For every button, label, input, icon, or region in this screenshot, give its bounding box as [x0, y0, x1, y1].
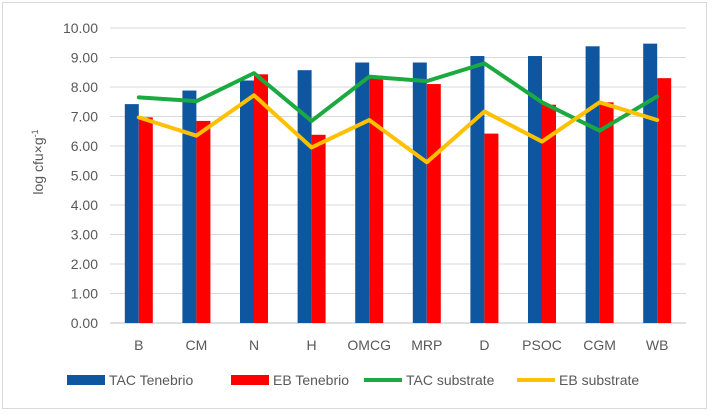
legend-item: EB Tenebrio [231, 372, 349, 388]
legend-item: TAC substrate [364, 372, 495, 388]
y-axis-label: log cfu×g-1 [30, 129, 46, 194]
bar-eb-tenebrio [484, 133, 499, 323]
x-tick-label: MRP [411, 337, 442, 353]
y-tick-label: 10.00 [63, 20, 98, 36]
bar-tac-tenebrio [412, 62, 427, 323]
y-tick-label: 1.00 [71, 286, 98, 302]
x-tick-label: H [307, 337, 317, 353]
y-tick-label: 9.00 [71, 50, 98, 66]
chart-frame: 0.00 1.00 2.00 3.00 4.00 5.00 6.00 7.00 8.00 9.00… [2, 2, 707, 409]
bar-tac-tenebrio [643, 43, 658, 323]
legend-swatch [231, 375, 269, 385]
y-tick-label: 5.00 [71, 168, 98, 184]
x-tick-label: PSOC [522, 337, 562, 353]
y-tick-label: 0.00 [71, 315, 98, 331]
line-eb-substrate [136, 93, 660, 165]
bar-eb-tenebrio [138, 117, 153, 323]
bar-tac-tenebrio [297, 70, 312, 323]
legend-label: EB substrate [559, 372, 639, 388]
bar-tac-tenebrio [470, 56, 485, 324]
y-tick-labels: 0.00 1.00 2.00 3.00 4.00 5.00 6.00 7.00 8.00 9.00… [63, 20, 98, 331]
bar-eb-tenebrio [657, 78, 672, 324]
y-axis-label-main: log cfu×g [30, 137, 46, 194]
y-tick-label: 2.00 [71, 256, 98, 272]
x-tick-label: OMCG [347, 337, 391, 353]
bar-eb-tenebrio [426, 84, 441, 323]
bar-tac-tenebrio [182, 90, 197, 323]
legend-label: EB Tenebrio [273, 372, 349, 388]
legend-label: TAC substrate [406, 372, 495, 388]
legend-item: TAC Tenebrio [67, 372, 194, 388]
series-lines [136, 61, 660, 165]
bar-tac-tenebrio [528, 56, 542, 324]
y-tick-label: 4.00 [71, 197, 98, 213]
bar-tac-tenebrio [585, 46, 600, 323]
legend-item: EB substrate [517, 372, 639, 388]
bar-eb-tenebrio [311, 134, 326, 323]
y-axis-label-superscript: -1 [30, 129, 40, 137]
x-tick-labels: B CM N H OMCG MRP D PSOC CGM WB [134, 337, 668, 353]
bar-eb-tenebrio [599, 102, 614, 323]
x-tick-label: N [249, 337, 259, 353]
y-tick-label: 7.00 [71, 109, 98, 125]
bar-eb-tenebrio [254, 74, 268, 323]
chart: 0.00 1.00 2.00 3.00 4.00 5.00 6.00 7.00 8.00 9.00… [30, 20, 686, 388]
bar-tac-tenebrio [355, 62, 370, 323]
bar-eb-tenebrio [369, 75, 384, 323]
bar-tac-tenebrio [124, 104, 139, 323]
x-tick-label: WB [646, 337, 669, 353]
bar-eb-tenebrio [542, 104, 556, 323]
x-tick-label: CM [186, 337, 208, 353]
x-tick-label: D [479, 337, 489, 353]
legend: TAC Tenebrio EB Tenebrio TAC substrate EB s… [67, 372, 639, 388]
x-tick-label: B [134, 337, 143, 353]
y-tick-label: 3.00 [71, 227, 98, 243]
y-tick-label: 6.00 [71, 138, 98, 154]
legend-label: TAC Tenebrio [109, 372, 194, 388]
bars [124, 43, 672, 324]
bar-tac-tenebrio [240, 80, 254, 323]
line-tac-substrate [136, 61, 660, 133]
bar-eb-tenebrio [196, 120, 211, 323]
x-tick-label: CGM [583, 337, 616, 353]
y-tick-label: 8.00 [71, 79, 98, 95]
legend-swatch [67, 375, 105, 385]
